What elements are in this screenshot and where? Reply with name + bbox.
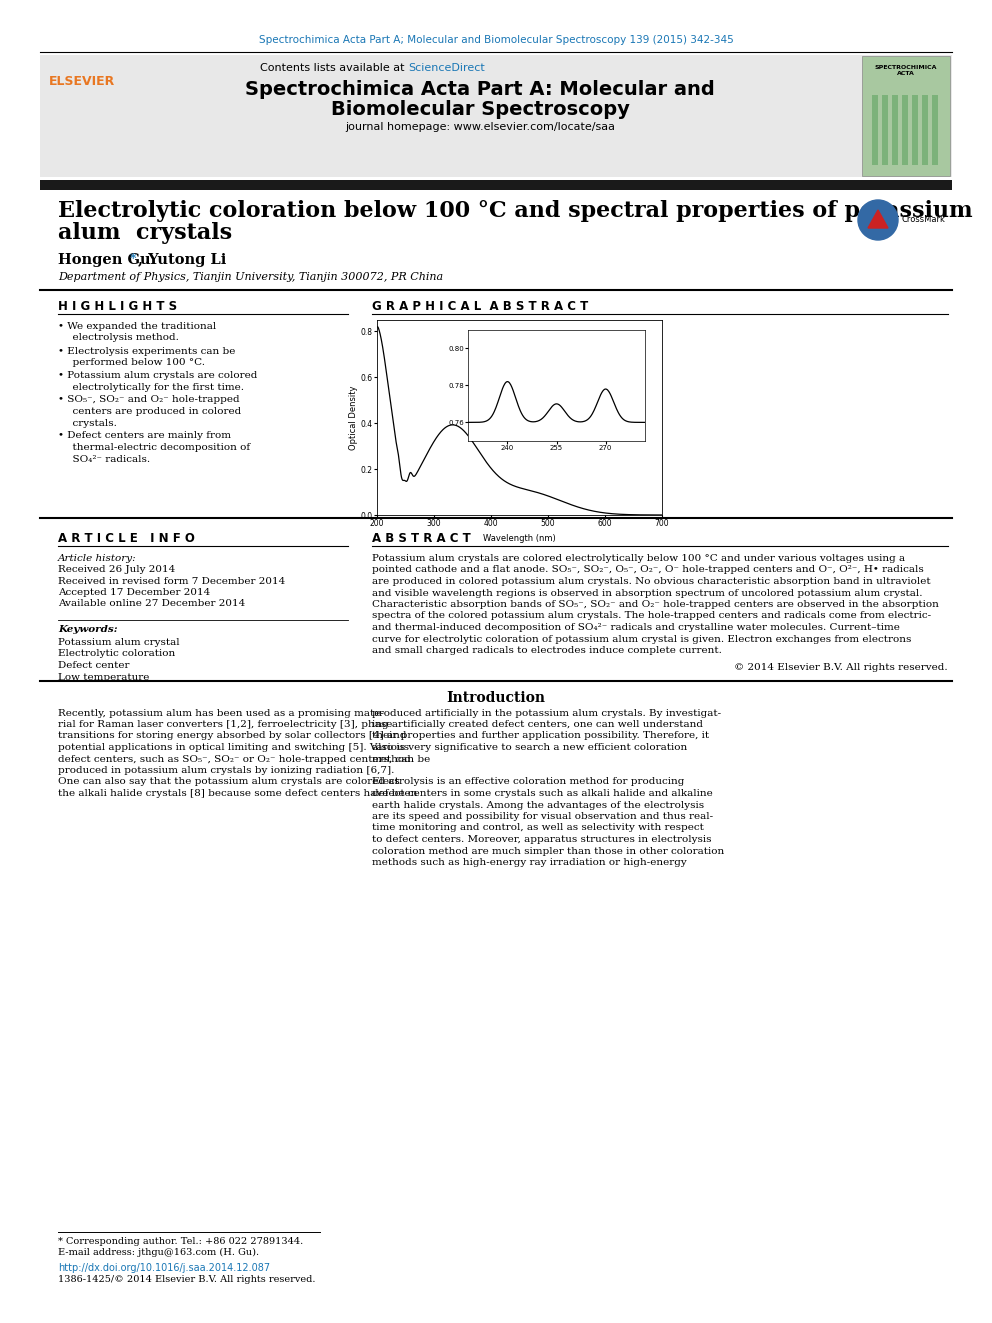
- Text: earth halide crystals. Among the advantages of the electrolysis: earth halide crystals. Among the advanta…: [372, 800, 704, 810]
- Bar: [922, 95, 928, 165]
- Text: • We expanded the traditional: • We expanded the traditional: [58, 321, 216, 331]
- Text: ELSEVIER: ELSEVIER: [49, 75, 115, 89]
- Text: coloration method are much simpler than those in other coloration: coloration method are much simpler than …: [372, 847, 724, 856]
- Text: • Defect centers are mainly from: • Defect centers are mainly from: [58, 431, 231, 441]
- Text: *: *: [130, 253, 137, 266]
- Text: method.: method.: [372, 754, 415, 763]
- Bar: [902, 95, 908, 165]
- Text: Potassium alum crystals are colored electrolytically below 100 °C and under vari: Potassium alum crystals are colored elec…: [372, 554, 905, 564]
- Text: • Potassium alum crystals are colored: • Potassium alum crystals are colored: [58, 370, 257, 380]
- Text: Received 26 July 2014: Received 26 July 2014: [58, 565, 176, 574]
- Text: Received in revised form 7 December 2014: Received in revised form 7 December 2014: [58, 577, 286, 586]
- Text: ScienceDirect: ScienceDirect: [408, 64, 485, 73]
- Text: A R T I C L E   I N F O: A R T I C L E I N F O: [58, 532, 194, 545]
- Text: SPECTROCHIMICA
ACTA: SPECTROCHIMICA ACTA: [875, 65, 937, 75]
- Text: rial for Raman laser converters [1,2], ferroelectricity [3], phase: rial for Raman laser converters [1,2], f…: [58, 720, 393, 729]
- Text: and thermal-induced decomposition of SO₄²⁻ radicals and crystalline water molecu: and thermal-induced decomposition of SO₄…: [372, 623, 900, 632]
- Text: electrolytically for the first time.: electrolytically for the first time.: [66, 382, 244, 392]
- Text: Keywords:: Keywords:: [58, 624, 118, 634]
- Text: Recently, potassium alum has been used as a promising mate-: Recently, potassium alum has been used a…: [58, 709, 384, 717]
- Text: are produced in colored potassium alum crystals. No obvious characteristic absor: are produced in colored potassium alum c…: [372, 577, 930, 586]
- Text: Hongen Gu: Hongen Gu: [58, 253, 156, 267]
- Text: E-mail address: jthgu@163.com (H. Gu).: E-mail address: jthgu@163.com (H. Gu).: [58, 1248, 259, 1257]
- Text: Accepted 17 December 2014: Accepted 17 December 2014: [58, 587, 210, 597]
- Text: defect centers, such as SO₅⁻, SO₂⁻ or O₂⁻ hole-trapped centers, can be: defect centers, such as SO₅⁻, SO₂⁻ or O₂…: [58, 754, 431, 763]
- Text: spectra of the colored potassium alum crystals. The hole-trapped centers and rad: spectra of the colored potassium alum cr…: [372, 611, 931, 620]
- Text: and visible wavelength regions is observed in absorption spectrum of uncolored p: and visible wavelength regions is observ…: [372, 589, 923, 598]
- Text: Contents lists available at: Contents lists available at: [260, 64, 408, 73]
- Text: 1386-1425/© 2014 Elsevier B.V. All rights reserved.: 1386-1425/© 2014 Elsevier B.V. All right…: [58, 1275, 315, 1285]
- Text: Introduction: Introduction: [446, 691, 546, 705]
- Text: methods such as high-energy ray irradiation or high-energy: methods such as high-energy ray irradiat…: [372, 859, 686, 867]
- Text: are its speed and possibility for visual observation and thus real-: are its speed and possibility for visual…: [372, 812, 713, 822]
- Text: Low temperature: Low temperature: [58, 672, 150, 681]
- Text: Spectrochimica Acta Part A; Molecular and Biomolecular Spectroscopy 139 (2015) 3: Spectrochimica Acta Part A; Molecular an…: [259, 34, 733, 45]
- Text: CrossMark: CrossMark: [902, 216, 946, 224]
- Text: also is very significative to search a new efficient coloration: also is very significative to search a n…: [372, 744, 687, 751]
- Bar: [40, 180, 952, 191]
- Text: Department of Physics, Tianjin University, Tianjin 300072, PR China: Department of Physics, Tianjin Universit…: [58, 273, 443, 282]
- Text: the alkali halide crystals [8] because some defect centers have been: the alkali halide crystals [8] because s…: [58, 789, 418, 798]
- Polygon shape: [868, 210, 888, 228]
- Text: • Electrolysis experiments can be: • Electrolysis experiments can be: [58, 347, 235, 356]
- Text: Article history:: Article history:: [58, 554, 137, 564]
- Text: transitions for storing energy absorbed by solar collectors [4] and: transitions for storing energy absorbed …: [58, 732, 407, 741]
- Bar: [40, 56, 952, 177]
- Text: time monitoring and control, as well as selectivity with respect: time monitoring and control, as well as …: [372, 823, 704, 832]
- Text: A B S T R A C T: A B S T R A C T: [372, 532, 471, 545]
- Bar: [872, 95, 878, 165]
- Text: alum  crystals: alum crystals: [58, 222, 232, 243]
- Bar: [912, 95, 918, 165]
- Text: electrolysis method.: electrolysis method.: [66, 333, 179, 343]
- Text: pointed cathode and a flat anode. SO₅⁻, SO₂⁻, O₅⁻, O₂⁻, O⁻ hole-trapped centers : pointed cathode and a flat anode. SO₅⁻, …: [372, 565, 924, 574]
- Text: centers are produced in colored: centers are produced in colored: [66, 407, 241, 415]
- Text: One can also say that the potassium alum crystals are colored as: One can also say that the potassium alum…: [58, 778, 400, 786]
- Text: performed below 100 °C.: performed below 100 °C.: [66, 359, 205, 366]
- Text: thermal-electric decomposition of: thermal-electric decomposition of: [66, 443, 250, 452]
- Text: G R A P H I C A L  A B S T R A C T: G R A P H I C A L A B S T R A C T: [372, 300, 588, 314]
- Text: * Corresponding author. Tel.: +86 022 27891344.: * Corresponding author. Tel.: +86 022 27…: [58, 1237, 304, 1246]
- Text: Electrolytic coloration: Electrolytic coloration: [58, 650, 176, 659]
- Text: produced in potassium alum crystals by ionizing radiation [6,7].: produced in potassium alum crystals by i…: [58, 766, 395, 775]
- Circle shape: [858, 200, 898, 239]
- Text: H I G H L I G H T S: H I G H L I G H T S: [58, 300, 178, 314]
- Text: curve for electrolytic coloration of potassium alum crystal is given. Electron e: curve for electrolytic coloration of pot…: [372, 635, 912, 643]
- Bar: [932, 95, 938, 165]
- Text: Electrolytic coloration below 100 °C and spectral properties of potassium: Electrolytic coloration below 100 °C and…: [58, 200, 972, 222]
- Text: to defect centers. Moreover, apparatus structures in electrolysis: to defect centers. Moreover, apparatus s…: [372, 835, 711, 844]
- Text: defect centers in some crystals such as alkali halide and alkaline: defect centers in some crystals such as …: [372, 789, 712, 798]
- Text: and small charged radicals to electrodes induce complete current.: and small charged radicals to electrodes…: [372, 646, 722, 655]
- Text: Characteristic absorption bands of SO₅⁻, SO₂⁻ and O₂⁻ hole-trapped centers are o: Characteristic absorption bands of SO₅⁻,…: [372, 601, 938, 609]
- Bar: [882, 95, 888, 165]
- Text: ing artificially created defect centers, one can well understand: ing artificially created defect centers,…: [372, 720, 703, 729]
- Y-axis label: Optical Density: Optical Density: [349, 385, 358, 450]
- Text: potential applications in optical limiting and switching [5]. Various: potential applications in optical limiti…: [58, 744, 409, 751]
- Text: Defect center: Defect center: [58, 662, 130, 669]
- Text: , Yutong Li: , Yutong Li: [138, 253, 226, 267]
- Text: SO₄²⁻ radicals.: SO₄²⁻ radicals.: [66, 455, 150, 463]
- Text: © 2014 Elsevier B.V. All rights reserved.: © 2014 Elsevier B.V. All rights reserved…: [734, 663, 948, 672]
- Text: journal homepage: www.elsevier.com/locate/saa: journal homepage: www.elsevier.com/locat…: [345, 122, 615, 132]
- Text: their properties and further application possibility. Therefore, it: their properties and further application…: [372, 732, 709, 741]
- Text: Potassium alum crystal: Potassium alum crystal: [58, 638, 180, 647]
- Text: • SO₅⁻, SO₂⁻ and O₂⁻ hole-trapped: • SO₅⁻, SO₂⁻ and O₂⁻ hole-trapped: [58, 396, 240, 405]
- Text: Biomolecular Spectroscopy: Biomolecular Spectroscopy: [330, 101, 630, 119]
- Text: produced artificially in the potassium alum crystals. By investigat-: produced artificially in the potassium a…: [372, 709, 721, 717]
- Text: Electrolysis is an effective coloration method for producing: Electrolysis is an effective coloration …: [372, 778, 684, 786]
- Text: crystals.: crystals.: [66, 418, 117, 427]
- Text: http://dx.doi.org/10.1016/j.saa.2014.12.087: http://dx.doi.org/10.1016/j.saa.2014.12.…: [58, 1263, 270, 1273]
- Bar: [892, 95, 898, 165]
- X-axis label: Wavelength (nm): Wavelength (nm): [483, 533, 556, 542]
- Text: Spectrochimica Acta Part A: Molecular and: Spectrochimica Acta Part A: Molecular an…: [245, 79, 715, 99]
- Bar: [862, 56, 950, 176]
- Text: Available online 27 December 2014: Available online 27 December 2014: [58, 599, 245, 609]
